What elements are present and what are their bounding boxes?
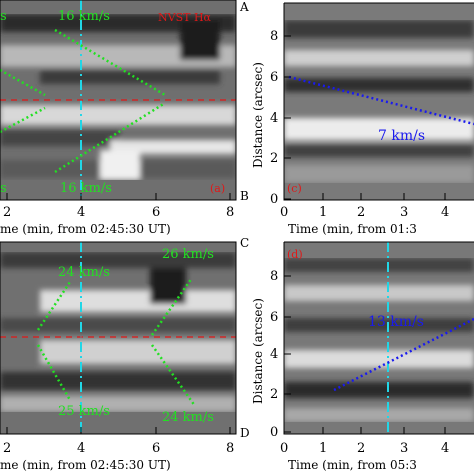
y-tick-label: 2	[270, 151, 278, 166]
y-ticks-top-right	[284, 35, 291, 200]
y-tick-label: 2	[270, 387, 278, 402]
heatmap-bottom-left	[0, 242, 236, 434]
x-tick-label: 0	[280, 205, 288, 220]
x-tick-label: 2	[3, 441, 11, 456]
y-tick-label: 4	[270, 347, 278, 362]
heatmap-top-left	[0, 0, 236, 200]
x-tick-label: 6	[152, 441, 160, 456]
fit-lines-top-left	[0, 28, 166, 174]
panel-top-left: 16 km/s 16 km/s s s NVST Hα (a) 2 4 6 8 …	[0, 0, 237, 236]
x-tick-label: 4	[441, 205, 449, 220]
y-tick-label: 0	[270, 192, 278, 207]
x-ticks-top-left	[6, 193, 231, 200]
panel-bottom-left: 24 km/s 26 km/s 25 km/s 24 km/s 2 4 6 8 …	[0, 241, 237, 472]
panel-label-d: (d)	[287, 248, 303, 261]
panel-bottom-right: 13 km/s (d) 0 2 4 6 8 Distance (arcsec) …	[251, 241, 474, 472]
y-tick-label: 4	[270, 111, 278, 126]
y-tick-label: 6	[270, 310, 278, 325]
heatmap-bottom-right	[284, 242, 474, 434]
x-ticks-bottom-left	[6, 427, 231, 434]
corner-label-d: D	[240, 426, 250, 440]
x-tick-label: 4	[77, 441, 85, 456]
x-tick-label: 3	[400, 441, 408, 456]
x-tick-label: 0	[280, 441, 288, 456]
fit-lines-bottom-left	[36, 277, 197, 407]
fit-line-top-right	[288, 75, 474, 126]
speed-label-top-right: 7 km/s	[378, 128, 425, 144]
y-axis-label-bottom-right: Distance (arcsec)	[251, 298, 265, 404]
panel-top-right: 7 km/s (c) 0 2 4 6 8 Distance (arcsec) 0…	[251, 2, 474, 236]
speed-label-top-left-edge-lower: s	[0, 181, 7, 196]
x-tick-label: 3	[400, 205, 408, 220]
x-tick-label: 6	[152, 205, 160, 220]
x-axis-label-bottom-left: me (min, from 02:45:30 UT)	[0, 458, 171, 472]
y-tick-label: 6	[270, 70, 278, 85]
speed-label-top-left-lower: 16 km/s	[60, 181, 112, 196]
y-tick-label: 8	[270, 29, 278, 44]
x-tick-label: 2	[3, 205, 11, 220]
speed-label-bottom-left-lower-right: 24 km/s	[162, 410, 214, 425]
speed-label-top-left-upper: 16 km/s	[58, 9, 110, 24]
x-tick-label: 1	[319, 441, 327, 456]
x-tick-label: 2	[357, 205, 365, 220]
x-ticks-top-right	[283, 193, 446, 200]
heatmap-top-right	[284, 3, 474, 200]
fit-line-bottom-right	[333, 317, 474, 392]
x-tick-label: 8	[226, 441, 234, 456]
corner-label-b: B	[240, 189, 249, 203]
speed-label-bottom-right: 13 km/s	[368, 314, 424, 330]
x-axis-label-bottom-right: Time (min, from 05:3	[288, 458, 417, 472]
x-tick-label: 4	[441, 441, 449, 456]
y-tick-label: 8	[270, 269, 278, 284]
y-ticks-bottom-right	[284, 275, 291, 433]
speed-label-bottom-left-lower-left: 25 km/s	[58, 404, 110, 419]
panel-label-c: (c)	[287, 182, 302, 195]
y-tick-label: 0	[270, 425, 278, 440]
x-tick-label: 1	[319, 205, 327, 220]
speed-label-bottom-left-upper-left: 24 km/s	[58, 265, 110, 280]
speed-label-bottom-left-upper-right: 26 km/s	[162, 247, 214, 262]
panel-label-a: (a)	[210, 182, 225, 195]
frame-bottom-left	[0, 241, 237, 435]
instrument-label: NVST Hα	[158, 11, 212, 24]
x-ticks-bottom-right	[283, 427, 446, 434]
y-axis-label-top-right: Distance (arcsec)	[251, 62, 265, 168]
x-tick-label: 8	[226, 205, 234, 220]
x-axis-label-top-left: me (min, from 02:45:30 UT)	[0, 222, 171, 236]
frame-top-left	[0, 0, 237, 201]
corner-label-c: C	[240, 236, 249, 250]
corner-label-a: A	[239, 0, 249, 14]
x-tick-label: 2	[357, 441, 365, 456]
x-axis-label-top-right: Time (min, from 01:3	[288, 222, 417, 236]
x-tick-label: 4	[77, 205, 85, 220]
speed-label-top-left-edge-upper: s	[0, 9, 7, 24]
